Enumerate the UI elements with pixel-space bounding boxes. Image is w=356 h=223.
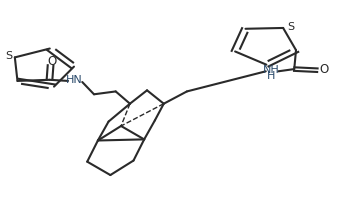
Text: O: O — [47, 55, 56, 68]
Text: S: S — [5, 51, 12, 61]
Text: S: S — [287, 22, 294, 32]
Text: NH: NH — [263, 65, 279, 75]
Text: O: O — [319, 63, 329, 76]
Text: H: H — [267, 71, 275, 81]
Text: HN: HN — [66, 75, 83, 85]
